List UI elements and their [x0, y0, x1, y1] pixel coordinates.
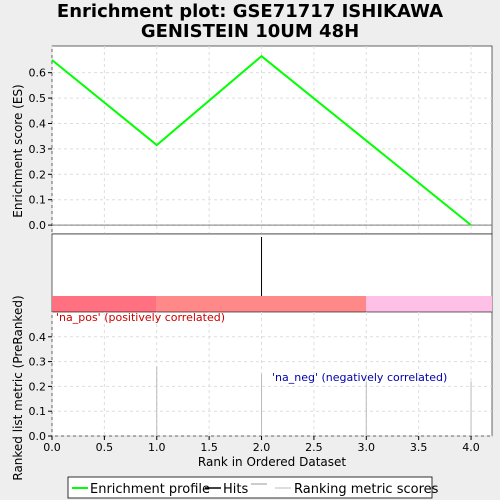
chart-title-line-2: GENISTEIN 10UM 48H: [140, 21, 360, 42]
es-y-tick-label: 0.4: [29, 117, 47, 130]
x-ticks: 0.0 0.5 1.0 1.5 2.0 2.5 3.0 3.5 4.0: [43, 436, 480, 454]
metric-y-tick-label: 0.3: [29, 356, 47, 369]
es-y-tick-label: 0.1: [29, 194, 47, 207]
x-tick-label: 3.0: [358, 441, 376, 454]
es-y-tick-label: 0.5: [29, 92, 47, 105]
metric-y-ticks: 0.0 0.1 0.2 0.3 0.4: [29, 331, 52, 443]
annotation-negative: 'na_neg' (negatively correlated): [272, 371, 447, 384]
es-panel: 0.0 0.1 0.2 0.3 0.4 0.5 0.6: [29, 45, 493, 235]
x-tick-label: 0.0: [43, 441, 61, 454]
legend-label-ranking: Ranking metric scores: [294, 482, 439, 497]
x-tick-label: 2.5: [305, 441, 323, 454]
x-tick-label: 0.5: [96, 441, 114, 454]
hits-panel: [51, 233, 493, 313]
es-y-tick-label: 0.3: [29, 143, 47, 156]
es-panel-background: [51, 45, 493, 235]
es-y-axis-label: Enrichment score (ES): [11, 84, 25, 217]
metric-y-tick-label: 0.1: [29, 405, 47, 418]
legend-label-hits: Hits: [223, 482, 248, 497]
x-tick-label: 4.0: [462, 441, 480, 454]
metric-y-tick-label: 0.0: [29, 430, 47, 443]
x-tick-label: 1.5: [200, 441, 218, 454]
es-grid: [51, 46, 492, 234]
annotation-positive: 'na_pos' (positively correlated): [56, 311, 225, 324]
color-bar-segment: [366, 296, 492, 312]
color-bar-segment: [52, 296, 157, 312]
color-bar-segment: [156, 296, 367, 312]
legend-label-enrichment: Enrichment profile: [90, 482, 210, 497]
legend: Enrichment profile Hits Ranking metric s…: [67, 476, 439, 499]
metric-y-axis-label: Ranked list metric (PreRanked): [11, 295, 25, 480]
chart-title: Enrichment plot: GSE71717 ISHIKAWA GENIS…: [0, 2, 500, 42]
metric-panel: 0.0 0.1 0.2 0.3 0.4 'na_pos' (positively cor…: [29, 311, 493, 443]
metric-y-tick-label: 0.4: [29, 331, 47, 344]
x-tick-label: 2.0: [253, 441, 271, 454]
color-bar: [52, 296, 492, 312]
es-y-tick-label: 0.0: [29, 219, 47, 232]
metric-y-tick-label: 0.2: [29, 380, 47, 393]
es-y-ticks: 0.0 0.1 0.2 0.3 0.4 0.5 0.6: [29, 67, 52, 232]
x-tick-label: 3.5: [410, 441, 428, 454]
x-tick-label: 1.0: [148, 441, 166, 454]
legend-box: [67, 476, 433, 499]
es-y-tick-label: 0.6: [29, 67, 47, 80]
metric-bars: [156, 366, 472, 436]
x-axis-label: Rank in Ordered Dataset: [198, 455, 346, 469]
chart-title-line-1: Enrichment plot: GSE71717 ISHIKAWA: [56, 1, 444, 22]
es-series-line: [51, 54, 472, 226]
es-y-tick-label: 0.2: [29, 168, 47, 181]
